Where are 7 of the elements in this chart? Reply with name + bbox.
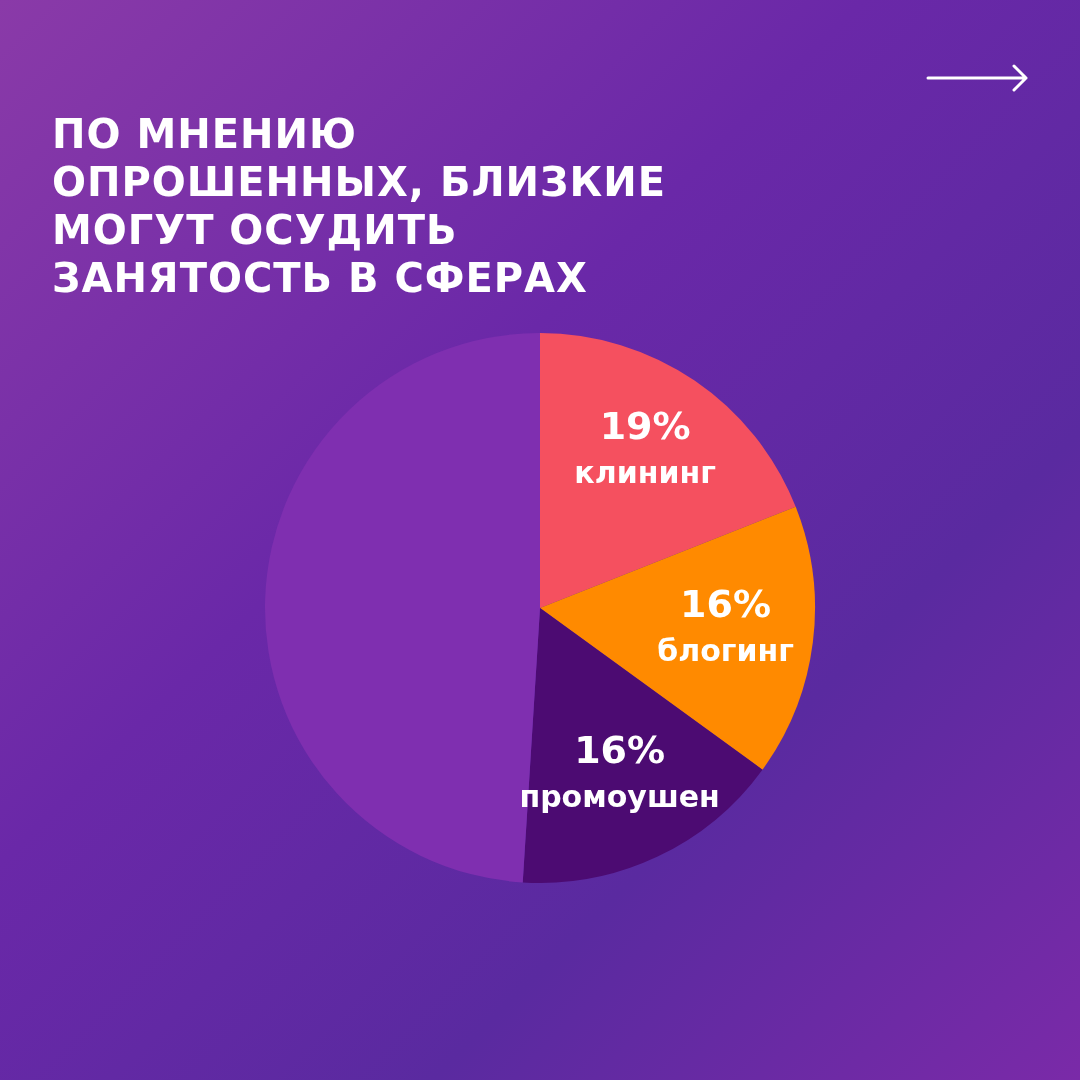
data-label: 16% xyxy=(680,582,772,627)
slice-label: клининг xyxy=(574,455,716,491)
slice-label: промоушен xyxy=(519,779,720,814)
slice-label: блогинг xyxy=(657,633,794,669)
data-label: 19% xyxy=(599,404,691,449)
chart-title: ПО МНЕНИЮ ОПРОШЕННЫХ, БЛИЗКИЕ МОГУТ ОСУДИТЬ ЗАНЯТОСТЬ В СФЕРАХ xyxy=(52,110,667,302)
data-label: 16% xyxy=(574,728,666,773)
